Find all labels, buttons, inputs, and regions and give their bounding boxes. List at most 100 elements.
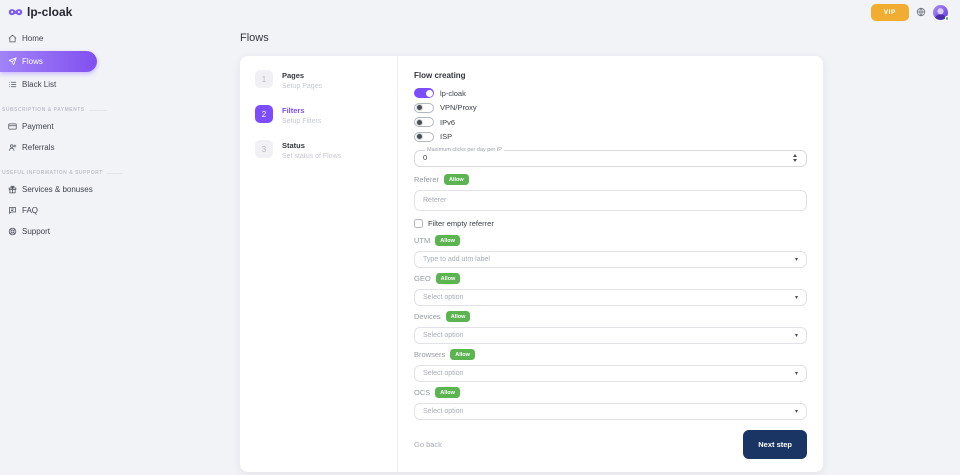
chevron-down-icon: ▾	[794, 408, 798, 415]
sidebar-item-home[interactable]: Home	[0, 28, 123, 49]
browsers-select[interactable]: Select option ▾	[414, 365, 807, 382]
toggle-row-isp[interactable]: ISP	[414, 131, 807, 142]
sidebar-item-black-list[interactable]: Black List	[0, 74, 123, 95]
sidebar-item-label: Support	[22, 227, 51, 236]
lp-cloak-toggle[interactable]	[414, 88, 434, 98]
step-subtitle: Setup Pages	[282, 83, 323, 90]
step-title: Filters	[282, 106, 305, 115]
sidebar-item-label: Payment	[22, 122, 54, 131]
step-pages[interactable]: 1 Pages Setup Pages	[255, 70, 397, 90]
select-placeholder: Type to add utm label	[423, 256, 490, 263]
user-plus-icon	[8, 143, 17, 152]
max-clicks-value[interactable]: 0	[423, 153, 428, 162]
step-status[interactable]: 3 Status Set status of Flows	[255, 140, 397, 160]
chat-icon	[8, 206, 17, 215]
main-content: Flows 1 Pages Setup Pages 2 Filters Setu…	[123, 22, 960, 472]
list-icon	[8, 80, 17, 89]
app-logo: lp-cloak	[8, 5, 72, 19]
step-subtitle: Setup Filters	[282, 118, 322, 125]
filters-form: Flow creating lp-cloak VPN/Proxy IPv6 IS…	[398, 56, 823, 472]
mask-icon	[8, 9, 23, 16]
life-ring-icon	[8, 227, 17, 236]
chevron-down-icon: ▾	[794, 256, 798, 263]
max-clicks-field[interactable]: Maximum clicks per day per IP 0	[414, 147, 807, 167]
form-heading: Flow creating	[414, 71, 466, 80]
toggle-row-vpn-proxy[interactable]: VPN/Proxy	[414, 102, 807, 113]
sidebar-item-referrals[interactable]: Referrals	[0, 137, 123, 158]
sidebar-item-label: FAQ	[22, 206, 39, 215]
ocs-select[interactable]: Select option ▾	[414, 403, 807, 420]
flow-stepper: 1 Pages Setup Pages 2 Filters Setup Filt…	[240, 56, 398, 472]
isp-toggle[interactable]	[414, 131, 434, 142]
sidebar-section-subscription: Subscription & Payments	[2, 107, 123, 113]
sidebar-item-flows[interactable]: Flows	[0, 51, 97, 72]
user-avatar[interactable]	[933, 4, 949, 21]
sidebar-item-label: Black List	[22, 80, 57, 89]
logo-text: lp-cloak	[27, 5, 73, 19]
ipv6-toggle[interactable]	[414, 117, 434, 127]
step-title: Status	[282, 141, 305, 150]
step-title: Pages	[282, 71, 305, 80]
utm-label: UTM	[414, 236, 431, 245]
max-clicks-label: Maximum clicks per day per IP	[427, 147, 502, 153]
sidebar-item-label: Services & bonuses	[22, 185, 93, 194]
vip-button[interactable]: VIP	[870, 3, 909, 21]
sidebar-nav: Home Flows Black List Subscription & Pay…	[0, 22, 123, 472]
filter-empty-referrer-checkbox[interactable]	[414, 219, 423, 228]
sidebar-section-useful: Useful information & support	[2, 170, 123, 176]
ocs-label: OCS	[414, 388, 431, 397]
referer-input[interactable]	[414, 190, 807, 211]
toggle-row-ipv6[interactable]: IPv6	[414, 117, 807, 127]
step-number: 1	[255, 70, 273, 88]
sidebar-item-services[interactable]: Services & bonuses	[0, 179, 123, 200]
geo-label: GEO	[414, 274, 431, 283]
sidebar-item-payment[interactable]: Payment	[0, 116, 123, 137]
devices-label: Devices	[414, 312, 441, 321]
form-footer: Go back Next step	[414, 430, 807, 459]
browsers-allow-badge[interactable]: Allow	[450, 349, 475, 360]
sidebar-item-support[interactable]: Support	[0, 221, 123, 242]
flow-creation-card: 1 Pages Setup Pages 2 Filters Setup Filt…	[240, 56, 823, 472]
gift-icon	[8, 185, 17, 194]
page-title: Flows	[240, 32, 269, 44]
top-header: lp-cloak VIP	[0, 0, 960, 22]
header-actions: VIP	[870, 3, 949, 21]
ocs-allow-badge[interactable]: Allow	[435, 387, 460, 398]
sidebar-item-label: Referrals	[22, 143, 55, 152]
devices-select[interactable]: Select option ▾	[414, 327, 807, 344]
geo-select[interactable]: Select option ▾	[414, 289, 807, 306]
checkbox-label: Filter empty referrer	[428, 219, 494, 228]
online-status-dot	[944, 16, 949, 21]
toggle-row-lp-cloak[interactable]: lp-cloak	[414, 88, 807, 98]
house-icon	[8, 34, 17, 43]
paper-plane-icon	[8, 57, 17, 66]
toggle-label: lp-cloak	[440, 88, 466, 98]
referer-allow-badge[interactable]: Allow	[444, 174, 469, 185]
step-subtitle: Set status of Flows	[282, 153, 342, 160]
referer-label: Referer	[414, 175, 440, 184]
utm-allow-badge[interactable]: Allow	[435, 235, 460, 246]
credit-card-icon	[8, 122, 17, 131]
select-placeholder: Select option	[423, 408, 464, 415]
number-stepper-icon[interactable]	[793, 153, 798, 162]
step-filters[interactable]: 2 Filters Setup Filters	[255, 105, 397, 125]
toggle-label: IPv6	[440, 117, 456, 127]
avatar-image	[933, 5, 948, 20]
devices-allow-badge[interactable]: Allow	[445, 311, 471, 322]
sidebar-item-label: Flows	[22, 57, 43, 66]
select-placeholder: Select option	[423, 370, 464, 377]
filter-empty-referrer-row[interactable]: Filter empty referrer	[414, 219, 807, 228]
vpn-proxy-toggle[interactable]	[414, 102, 434, 113]
chevron-down-icon: ▾	[794, 294, 798, 301]
next-step-button[interactable]: Next step	[743, 430, 807, 459]
sidebar-item-label: Home	[22, 34, 44, 43]
geo-allow-badge[interactable]: Allow	[435, 273, 461, 284]
go-back-button[interactable]: Go back	[414, 440, 442, 449]
select-placeholder: Select option	[423, 332, 464, 339]
browsers-label: Browsers	[414, 350, 446, 359]
toggle-label: VPN/Proxy	[440, 103, 477, 112]
utm-select[interactable]: Type to add utm label ▾	[414, 251, 807, 268]
step-number: 2	[255, 105, 273, 123]
sidebar-item-faq[interactable]: FAQ	[0, 200, 123, 221]
globe-icon[interactable]	[916, 7, 926, 17]
